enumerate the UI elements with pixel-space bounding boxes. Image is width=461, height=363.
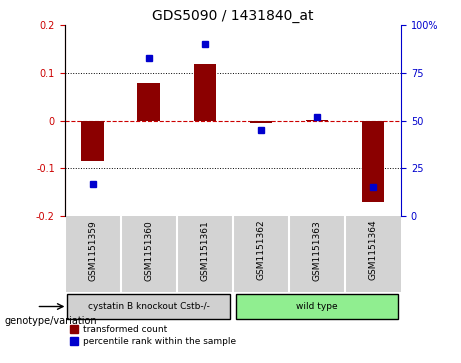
Text: GSM1151362: GSM1151362 — [256, 220, 266, 281]
Text: GSM1151359: GSM1151359 — [88, 220, 97, 281]
Legend: transformed count, percentile rank within the sample: transformed count, percentile rank withi… — [69, 325, 236, 346]
Text: GSM1151364: GSM1151364 — [368, 220, 378, 281]
Text: GSM1151361: GSM1151361 — [200, 220, 209, 281]
Text: GSM1151360: GSM1151360 — [144, 220, 153, 281]
Title: GDS5090 / 1431840_at: GDS5090 / 1431840_at — [152, 9, 313, 23]
Bar — [306, 120, 328, 121]
Bar — [194, 64, 216, 121]
Bar — [362, 121, 384, 202]
FancyBboxPatch shape — [67, 294, 230, 319]
FancyBboxPatch shape — [236, 294, 398, 319]
Bar — [137, 82, 160, 121]
Text: genotype/variation: genotype/variation — [5, 316, 97, 326]
Text: wild type: wild type — [296, 302, 338, 311]
Bar — [82, 121, 104, 161]
Bar — [250, 121, 272, 123]
Text: cystatin B knockout Cstb-/-: cystatin B knockout Cstb-/- — [88, 302, 210, 311]
Text: GSM1151363: GSM1151363 — [313, 220, 321, 281]
